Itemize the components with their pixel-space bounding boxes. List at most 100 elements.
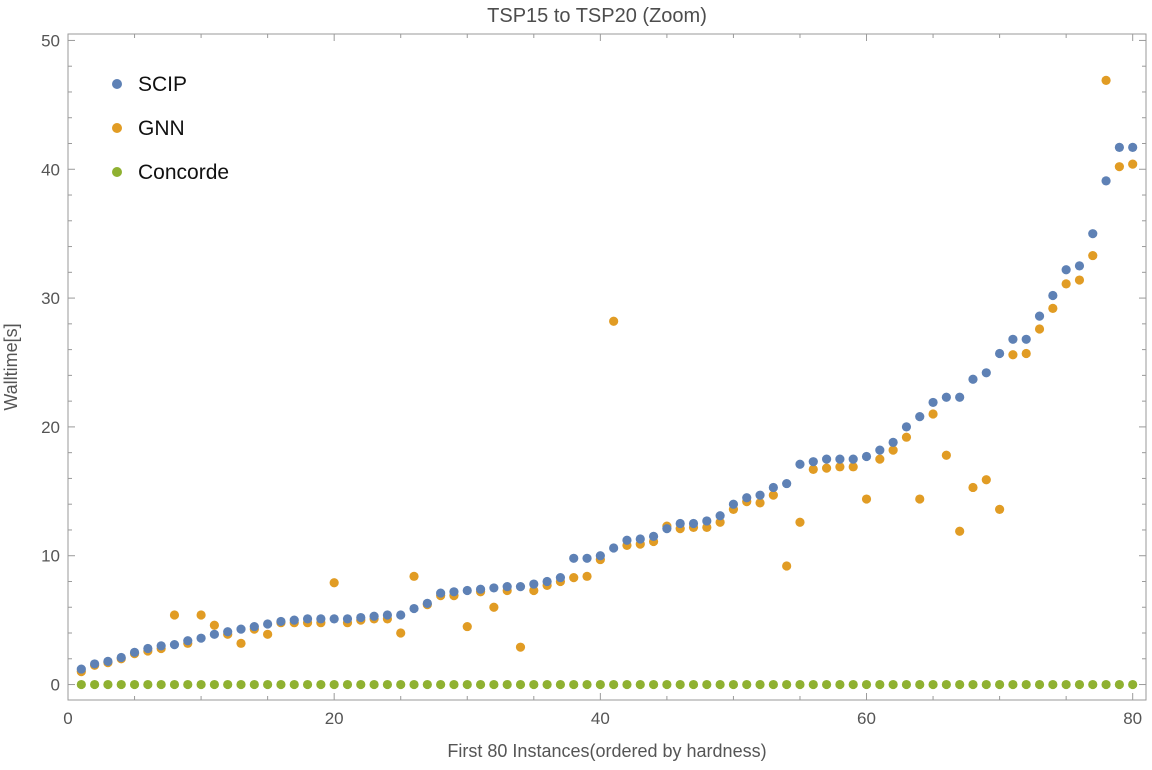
concorde-point <box>702 679 712 690</box>
gnn-point <box>861 494 872 504</box>
concorde-point <box>782 679 792 690</box>
gnn-point <box>1101 75 1111 85</box>
gnn-point <box>329 578 339 588</box>
scip-point <box>1101 176 1111 186</box>
gnn-point <box>582 571 592 581</box>
scip-point <box>875 445 885 455</box>
scip-point <box>409 603 419 614</box>
plot-frame <box>67 33 1147 701</box>
scip-point <box>129 647 140 657</box>
concorde-point <box>542 679 552 690</box>
concorde-point <box>183 679 193 690</box>
concorde-point <box>342 679 353 690</box>
gnn-point <box>1061 279 1071 289</box>
concorde-point <box>263 679 273 690</box>
concorde-point <box>436 679 446 690</box>
concorde-point <box>1074 679 1085 690</box>
concorde-point <box>848 679 858 690</box>
x-tick-label: 40 <box>591 709 610 728</box>
scip-point <box>156 641 166 651</box>
concorde-point <box>329 679 339 690</box>
scip-point <box>1021 334 1031 344</box>
scip-point <box>436 588 446 598</box>
concorde-point <box>569 679 579 690</box>
scip-point <box>915 411 925 422</box>
concorde-point <box>968 679 978 690</box>
gnn-point <box>915 494 925 504</box>
gnn-point <box>782 561 792 571</box>
concorde-point <box>915 679 925 690</box>
concorde-point <box>209 679 219 690</box>
concorde-point <box>143 679 153 690</box>
y-tick-label: 50 <box>41 31 60 50</box>
scip-point <box>236 624 246 634</box>
scip-point <box>302 614 313 624</box>
legend-marker-concorde <box>112 167 122 177</box>
gnn-point <box>848 462 858 472</box>
concorde-point <box>728 679 739 690</box>
concorde-point <box>382 679 393 690</box>
scip-point <box>169 640 180 650</box>
scip-point <box>1061 265 1071 275</box>
concorde-point <box>675 679 685 690</box>
scip-point <box>622 535 632 545</box>
gnn-point <box>888 445 898 455</box>
scip-point <box>183 636 193 646</box>
scip-point <box>569 553 579 563</box>
gnn-point <box>1021 348 1031 359</box>
concorde-point <box>422 679 432 690</box>
concorde-point <box>1061 679 1071 690</box>
scip-point <box>821 454 832 464</box>
gnn-point <box>196 610 206 620</box>
x-axis: 0 20 40 60 80 <box>63 34 1142 728</box>
scip-point <box>675 518 685 529</box>
scip-point <box>728 499 739 509</box>
scip-point <box>289 615 299 625</box>
scip-point <box>782 478 792 489</box>
scip-point <box>103 656 113 666</box>
concorde-point <box>688 679 699 690</box>
concorde-point <box>1128 679 1138 690</box>
scip-point <box>715 511 725 521</box>
scip-point <box>609 543 619 553</box>
x-tick-label: 80 <box>1123 709 1142 728</box>
concorde-point <box>662 679 672 690</box>
scip-point <box>369 611 379 621</box>
gnn-point <box>1088 250 1098 261</box>
scip-point <box>196 633 206 643</box>
gnn-point <box>875 454 885 464</box>
concorde-point <box>861 679 872 690</box>
scip-point <box>356 612 366 623</box>
scip-point <box>342 614 353 624</box>
concorde-point <box>409 679 419 690</box>
concorde-point <box>795 679 805 690</box>
scip-point <box>768 482 778 493</box>
legend-marker-gnn <box>112 123 122 133</box>
gnn-point <box>209 620 219 630</box>
y-axis-label: Walltime[s] <box>1 323 21 410</box>
concorde-point <box>1034 679 1045 690</box>
scip-point <box>489 583 499 593</box>
gnn-point <box>396 628 406 638</box>
gnn-point <box>1074 275 1085 285</box>
scip-point <box>941 392 951 402</box>
gnn-point <box>489 602 499 612</box>
legend: SCIP GNN Concorde <box>112 73 229 184</box>
scip-point <box>422 598 432 608</box>
gnn-point <box>1128 159 1138 169</box>
gnn-point <box>941 450 951 460</box>
legend-label-concorde: Concorde <box>138 161 229 184</box>
y-tick-label: 10 <box>41 547 60 566</box>
scip-point <box>263 619 273 629</box>
concorde-point <box>768 679 778 690</box>
concorde-point <box>1048 679 1058 690</box>
concorde-point <box>808 679 818 690</box>
concorde-point <box>103 679 113 690</box>
gnn-point <box>462 621 472 632</box>
scip-point <box>955 392 965 402</box>
concorde-point <box>755 679 765 690</box>
scip-point <box>542 576 552 587</box>
concorde-point <box>595 679 605 690</box>
concorde-point <box>249 679 259 690</box>
gnn-point <box>1048 303 1058 313</box>
